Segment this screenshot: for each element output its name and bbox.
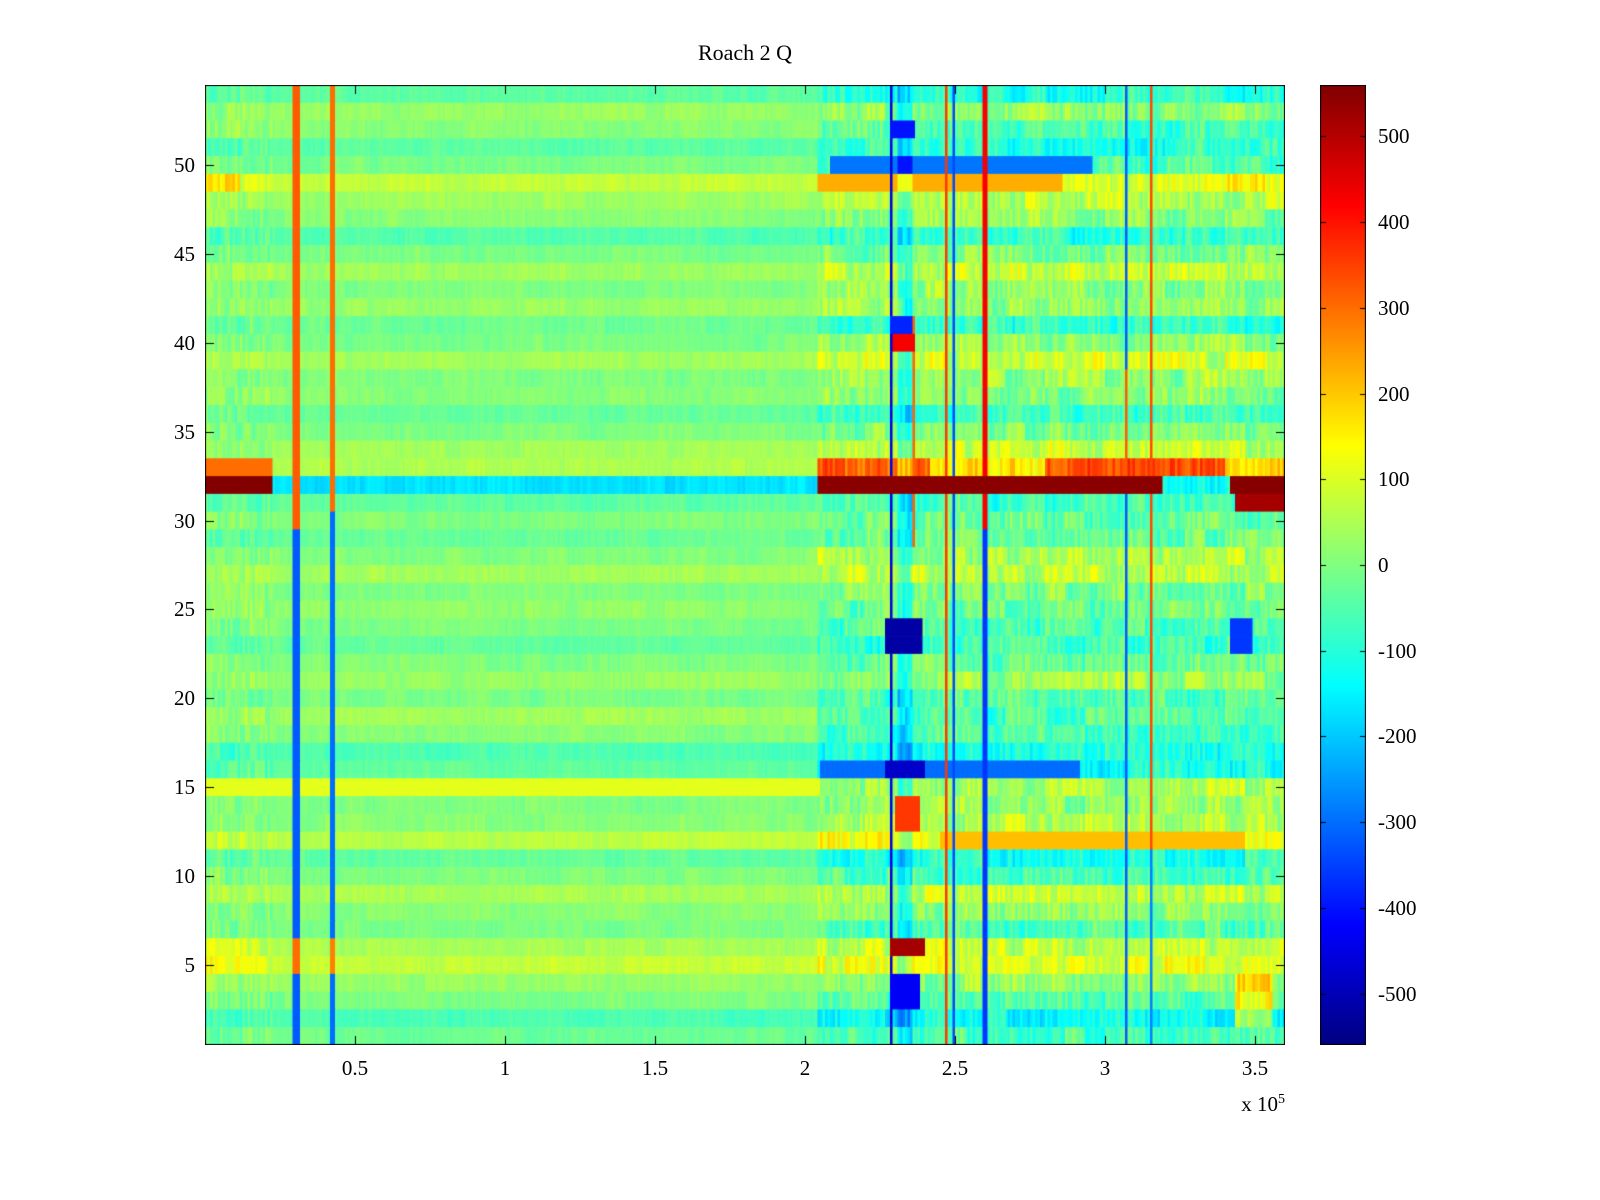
y-tick-label: 15: [174, 775, 195, 800]
y-tick-label: 10: [174, 864, 195, 889]
x-tick-label: 2: [799, 1056, 811, 1080]
colorbar-tick-label: -200: [1378, 724, 1417, 749]
x-tick-label: 1.5: [641, 1056, 669, 1080]
y-tick-label: 35: [174, 419, 195, 444]
y-tick-label: 30: [174, 508, 195, 533]
y-tick-label: 20: [174, 686, 195, 711]
colorbar-tick-label: 0: [1378, 553, 1389, 577]
x-axis-offset-label: x 105: [1145, 1092, 1285, 1117]
heatmap-plot: [205, 85, 1285, 1045]
colorbar-tick-label: -300: [1378, 810, 1417, 835]
y-tick-label: 45: [174, 241, 195, 266]
colorbar-tick-label: 200: [1378, 381, 1410, 406]
y-tick-label: 40: [174, 330, 195, 355]
x-tick-label: 1: [499, 1056, 511, 1080]
y-tick-label: 5: [184, 953, 196, 977]
y-tick-label: 50: [174, 153, 195, 177]
x-tick-label: 3.5: [1241, 1056, 1269, 1080]
colorbar-tick-label: -500: [1378, 981, 1417, 1006]
colorbar-tick-label: -400: [1378, 895, 1417, 920]
chart-title: Roach 2 Q: [697, 40, 793, 65]
colorbar-tick-label: 100: [1378, 467, 1410, 492]
colorbar-tick-label: 500: [1378, 124, 1410, 149]
colorbar-tick-label: 400: [1378, 210, 1410, 235]
y-tick-label: 25: [174, 597, 195, 622]
colorbar: [1320, 85, 1366, 1045]
colorbar-tick-label: -100: [1378, 638, 1417, 663]
x-tick-label: 3: [1099, 1056, 1111, 1080]
x-tick-label: 0.5: [341, 1056, 369, 1080]
x-axis-offset-exponent: 5: [1278, 1092, 1285, 1107]
x-tick-label: 2.5: [941, 1056, 969, 1080]
colorbar-tick-label: 300: [1378, 295, 1410, 320]
x-axis-offset-prefix: x 10: [1241, 1092, 1278, 1116]
